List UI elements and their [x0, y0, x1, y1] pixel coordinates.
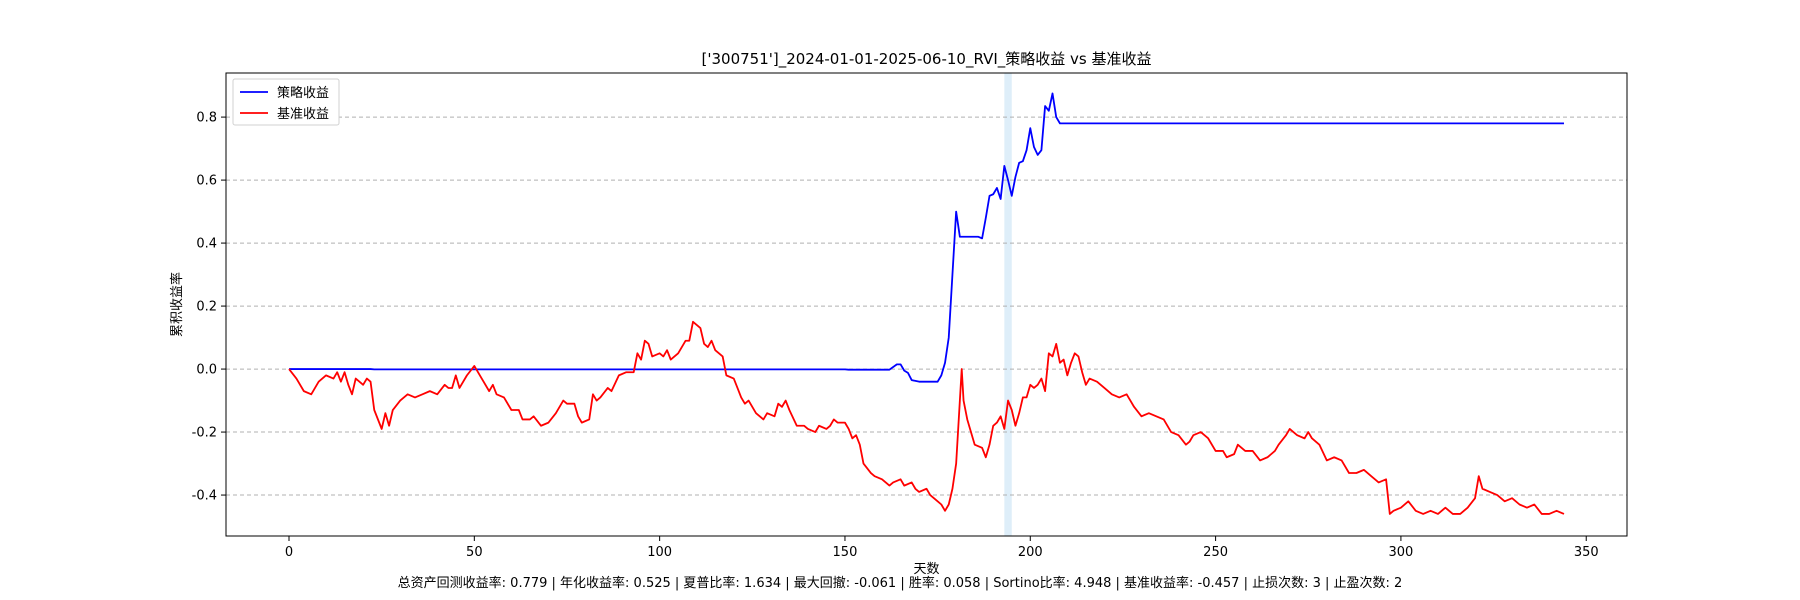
chart-title: ['300751']_2024-01-01-2025-06-10_RVI_策略收…: [702, 50, 1152, 69]
y-axis-label: 累积收益率: [169, 272, 185, 337]
y-tick-layer: -0.4 -0.2 0.0 0.2 0.4 0.6 0.8: [192, 111, 226, 504]
x-tick-label: 50: [466, 545, 483, 560]
y-tick-label: 0.6: [196, 174, 217, 189]
x-tick-layer: 0 50 100 150 200 250 300 350: [285, 536, 1599, 560]
y-tick-label: 0.8: [196, 111, 217, 126]
x-tick-label: 150: [833, 545, 858, 560]
y-tick-label: 0.2: [196, 300, 217, 315]
grid-layer: [226, 116, 1627, 496]
series-line-strategy: [289, 92, 1564, 383]
x-tick-label: 100: [647, 545, 672, 560]
x-tick-label: 200: [1018, 545, 1043, 560]
x-tick-label: 250: [1203, 545, 1228, 560]
plot-frame: [225, 72, 1628, 537]
y-tick-label: -0.4: [192, 489, 217, 504]
x-tick-label: 0: [285, 545, 293, 560]
legend-label: 策略收益: [277, 85, 329, 101]
x-axis-label: 天数: [913, 562, 939, 577]
series-layer: [288, 92, 1565, 515]
metrics-footer: 总资产回测收益率: 0.779 | 年化收益率: 0.525 | 夏普比率: 1…: [397, 576, 1403, 591]
x-tick-label: 350: [1574, 545, 1599, 560]
highlight-band-layer: [1004, 73, 1012, 536]
x-tick-label: 300: [1388, 545, 1413, 560]
y-tick-label: 0.0: [196, 363, 217, 378]
y-tick-label: 0.4: [196, 237, 217, 252]
highlight-band: [1004, 73, 1012, 536]
legend-label: 基准收益: [277, 107, 329, 122]
y-tick-label: -0.2: [192, 426, 217, 441]
series-line-benchmark: [288, 320, 1565, 515]
